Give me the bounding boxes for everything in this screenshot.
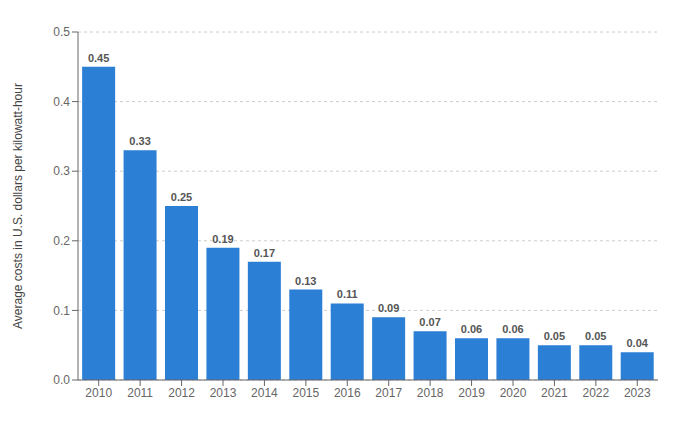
svg-text:2019: 2019 bbox=[458, 386, 485, 400]
svg-text:0.33: 0.33 bbox=[129, 135, 150, 147]
svg-text:0.1: 0.1 bbox=[53, 304, 70, 318]
svg-text:0.06: 0.06 bbox=[461, 323, 482, 335]
svg-text:2013: 2013 bbox=[210, 386, 237, 400]
svg-text:0.09: 0.09 bbox=[378, 302, 399, 314]
svg-text:0.04: 0.04 bbox=[627, 337, 649, 349]
svg-text:0.17: 0.17 bbox=[254, 247, 275, 259]
svg-text:0.0: 0.0 bbox=[53, 373, 70, 387]
svg-text:0.07: 0.07 bbox=[419, 316, 440, 328]
svg-text:0.19: 0.19 bbox=[212, 233, 233, 245]
svg-text:0.25: 0.25 bbox=[171, 191, 192, 203]
svg-text:0.06: 0.06 bbox=[502, 323, 523, 335]
svg-text:Average costs in U.S. dollars: Average costs in U.S. dollars per kilowa… bbox=[11, 83, 25, 329]
svg-text:2020: 2020 bbox=[500, 386, 527, 400]
svg-text:2012: 2012 bbox=[168, 386, 195, 400]
svg-text:0.45: 0.45 bbox=[88, 52, 109, 64]
svg-text:2011: 2011 bbox=[127, 386, 153, 400]
svg-text:0.05: 0.05 bbox=[585, 330, 606, 342]
svg-text:2014: 2014 bbox=[251, 386, 278, 400]
svg-text:2023: 2023 bbox=[624, 386, 651, 400]
svg-text:0.11: 0.11 bbox=[337, 288, 358, 300]
svg-text:2017: 2017 bbox=[375, 386, 402, 400]
svg-text:0.13: 0.13 bbox=[295, 275, 316, 287]
svg-text:0.2: 0.2 bbox=[53, 234, 70, 248]
svg-text:2010: 2010 bbox=[85, 386, 112, 400]
svg-text:2021: 2021 bbox=[541, 386, 568, 400]
svg-text:0.4: 0.4 bbox=[53, 95, 70, 109]
svg-text:2015: 2015 bbox=[293, 386, 320, 400]
svg-text:0.05: 0.05 bbox=[544, 330, 565, 342]
svg-text:2018: 2018 bbox=[417, 386, 444, 400]
svg-text:2022: 2022 bbox=[583, 386, 610, 400]
svg-text:2016: 2016 bbox=[334, 386, 361, 400]
svg-text:0.5: 0.5 bbox=[53, 25, 70, 39]
svg-text:0.3: 0.3 bbox=[53, 164, 70, 178]
